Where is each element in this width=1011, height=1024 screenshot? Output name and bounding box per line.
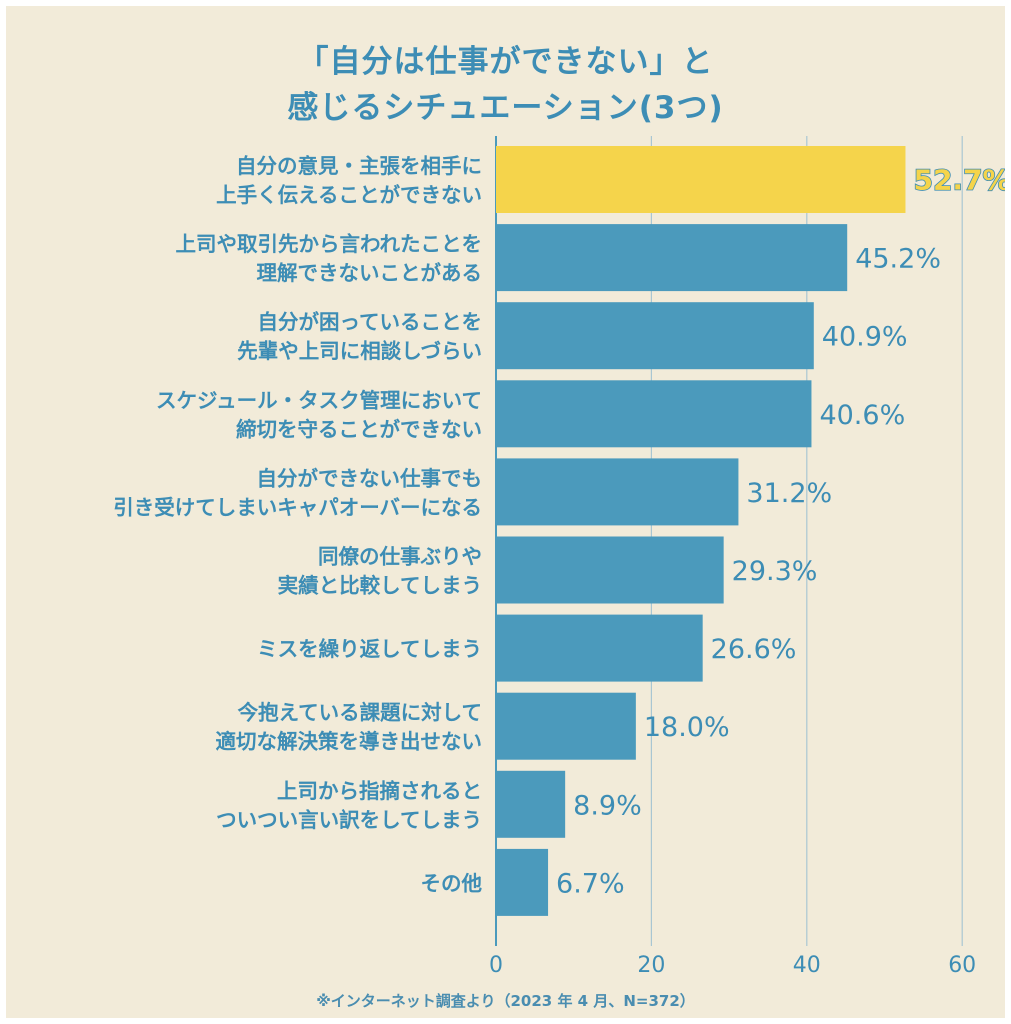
chart-title-line-2: 感じるシチュエーション(3つ) (287, 90, 724, 126)
category-label: ミスを繰り返してしまう (257, 637, 482, 661)
x-tick-label: 20 (637, 953, 665, 978)
value-label: 6.7% (556, 868, 625, 899)
category-label: 自分の意見・主張を相手に (236, 154, 482, 178)
category-label: 実績と比較してしまう (278, 574, 482, 598)
category-label: 同僚の仕事ぶりや (318, 545, 482, 569)
bar (496, 224, 848, 292)
value-label: 29.3% (732, 556, 818, 587)
bar (496, 848, 549, 916)
value-label: 8.9% (573, 790, 642, 821)
category-label: 自分が困っていることを (258, 310, 482, 334)
category-label: 上手く伝えることができない (216, 183, 482, 207)
value-label: 18.0% (644, 712, 730, 743)
source-note: ※インターネット調査より（2023 年 4 月、N=372） (316, 992, 695, 1010)
category-label: 今抱えている課題に対して (237, 701, 482, 725)
category-label: その他 (421, 871, 483, 895)
value-label: 31.2% (746, 478, 832, 509)
category-label: 上司から指摘されると (277, 779, 482, 803)
bar (496, 770, 566, 838)
x-tick-label: 40 (793, 953, 821, 978)
category-label: 自分ができない仕事でも (257, 466, 483, 490)
value-label: 45.2% (855, 244, 941, 275)
x-tick-label: 60 (948, 953, 976, 978)
bar (496, 458, 739, 526)
category-label: 締切を守ることができない (236, 417, 482, 441)
category-label: 適切な解決策を導き出せない (216, 730, 483, 754)
value-label: 52.7% (913, 164, 1005, 197)
bar (496, 614, 703, 682)
value-label: 26.6% (711, 634, 797, 665)
category-label: 上司や取引先から言われたことを (176, 232, 482, 256)
bar (496, 380, 812, 448)
category-label: ついつい言い訳をしてしまう (216, 808, 482, 832)
bar (496, 692, 636, 760)
bar (496, 536, 724, 604)
category-label: 先輩や上司に相談しづらい (237, 339, 482, 363)
chart-frame: 「自分は仕事ができない」と 感じるシチュエーション(3つ) 0 20 40 60 自分の… (6, 6, 1005, 1018)
value-label: 40.6% (819, 400, 905, 431)
category-label: スケジュール・タスク管理において (156, 388, 482, 412)
chart-title-line-1: 「自分は仕事ができない」と (297, 44, 714, 80)
bar (496, 146, 906, 213)
category-label: 引き受けてしまいキャパオーバーになる (113, 495, 482, 519)
bar (496, 302, 814, 370)
x-tick-label: 0 (489, 953, 503, 978)
value-label: 40.9% (822, 322, 908, 353)
category-label: 理解できないことがある (257, 261, 483, 285)
